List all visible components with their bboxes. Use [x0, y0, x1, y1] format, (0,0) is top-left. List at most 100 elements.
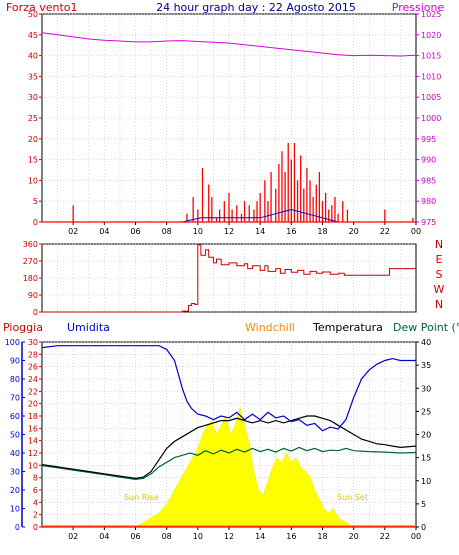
- rain-axis-tick-label: 4: [33, 498, 38, 507]
- wind-axis-tick-label: 50: [28, 10, 38, 19]
- direction-compass-label: N: [435, 298, 443, 311]
- humidity-axis-tick-label: 80: [10, 375, 20, 384]
- panel3-x-tick-label: 20: [349, 532, 359, 541]
- direction-axis-tick-label: 90: [28, 291, 38, 300]
- humidity-axis-tick-label: 60: [10, 412, 20, 421]
- pressure-axis-tick-label: 1020: [421, 31, 441, 40]
- humidity-axis-tick-label: 100: [5, 338, 20, 347]
- panel1-x-tick-label: 02: [68, 227, 78, 236]
- humidity-axis-tick-label: 10: [10, 505, 20, 514]
- panel1-x-tick-label: 16: [286, 227, 296, 236]
- temperature-axis-tick-label: 20: [421, 431, 431, 440]
- direction-axis-tick-label: 270: [23, 257, 38, 266]
- wind-axis-tick-label: 30: [28, 93, 38, 102]
- humidity-axis-tick-label: 0: [15, 523, 20, 532]
- rain-axis-tick-label: 20: [28, 400, 38, 409]
- dewpoint-line: [41, 446, 417, 481]
- pressure-axis-tick-label: 975: [421, 218, 436, 227]
- temperature-axis-tick-label: 15: [421, 454, 431, 463]
- wind-direction-line: [42, 244, 416, 313]
- panel3-x-tick-label: 08: [162, 532, 172, 541]
- panel3-x-tick-label: 04: [99, 532, 109, 541]
- wind-axis-tick-label: 20: [28, 135, 38, 144]
- panel3-x-tick-label: 14: [255, 532, 265, 541]
- wind-axis-tick-label: 35: [28, 72, 38, 81]
- wind-axis-tick-label: 5: [33, 197, 38, 206]
- wind-axis-tick-label: 15: [28, 156, 38, 165]
- solar-area: [134, 406, 355, 528]
- direction-compass-label: S: [436, 268, 443, 281]
- panel1-x-tick-label: 14: [255, 227, 265, 236]
- sunset-label: Sun Set: [337, 493, 368, 502]
- pressure-axis-tick-label: 1015: [421, 52, 441, 61]
- pressure-axis-tick-label: 985: [421, 176, 436, 185]
- pressure-axis-tick-label: 980: [421, 197, 436, 206]
- rain-axis-tick-label: 14: [28, 437, 38, 446]
- humidity-line: [41, 345, 416, 432]
- panel3-x-tick-label: 10: [193, 532, 203, 541]
- panel1-x-tick-label: 10: [193, 227, 203, 236]
- rain-axis-tick-label: 6: [33, 486, 38, 495]
- rain-axis-tick-label: 0: [33, 523, 38, 532]
- rain-axis-tick-label: 2: [33, 511, 38, 520]
- temperature-axis-tick-label: 0: [421, 523, 426, 532]
- pressure-axis-tick-label: 1010: [421, 72, 441, 81]
- temperature-axis-tick-label: 25: [421, 407, 431, 416]
- temperature-line: [41, 415, 417, 480]
- rain-axis-tick-label: 10: [28, 461, 38, 470]
- panel3-x-tick-label: 06: [130, 532, 140, 541]
- panel1-x-tick-label: 18: [317, 227, 327, 236]
- panel3-x-tick-label: 22: [380, 532, 390, 541]
- rain-axis-tick-label: 28: [28, 350, 38, 359]
- panel1-x-tick-label: 20: [349, 227, 359, 236]
- direction-axis-tick-label: 180: [23, 274, 38, 283]
- panel1-x-tick-label: 22: [380, 227, 390, 236]
- rain-axis-tick-label: 18: [28, 412, 38, 421]
- wind-axis-tick-label: 0: [33, 218, 38, 227]
- rain-axis-tick-label: 8: [33, 474, 38, 483]
- humidity-axis-tick-label: 20: [10, 486, 20, 495]
- panel3-x-tick-label: 12: [224, 532, 234, 541]
- humidity-axis-tick-label: 40: [10, 449, 20, 458]
- wind-axis-tick-label: 40: [28, 52, 38, 61]
- humidity-axis-tick-label: 70: [10, 394, 20, 403]
- direction-axis-tick-label: 360: [23, 240, 38, 249]
- panel1-x-tick-label: 08: [162, 227, 172, 236]
- temperature-axis-tick-label: 40: [421, 338, 431, 347]
- temperature-panel: 02 04 06 08 10 12 14 16 18 20 22 000102030405060708…: [5, 338, 431, 541]
- dewpoint-title: Dew Point (°C: [393, 321, 459, 334]
- windchill-title: Windchill: [245, 321, 295, 334]
- rain-axis-tick-label: 26: [28, 363, 38, 372]
- rain-title: Pioggia: [3, 321, 43, 334]
- direction-compass-label: W: [434, 283, 445, 296]
- rain-axis-tick-label: 24: [28, 375, 38, 384]
- direction-axis-tick-label: 0: [33, 308, 38, 317]
- temperature-axis-tick-label: 10: [421, 477, 431, 486]
- pressure-title: Pressione: [392, 1, 445, 14]
- panel3-x-tick-label: 16: [286, 532, 296, 541]
- pressure-axis-tick-label: 990: [421, 156, 436, 165]
- wind-average-line: [42, 208, 416, 223]
- temperature-title: Temperatura: [312, 321, 383, 334]
- humidity-axis-tick-label: 50: [10, 431, 20, 440]
- panel3-x-tick-label: 02: [68, 532, 78, 541]
- humidity-axis-tick-label: 30: [10, 468, 20, 477]
- panel1-x-tick-label: 12: [224, 227, 234, 236]
- pressure-axis-tick-label: 1005: [421, 93, 441, 102]
- rain-axis-tick-label: 12: [28, 449, 38, 458]
- rain-axis-tick-label: 30: [28, 338, 38, 347]
- pressure-line: [41, 32, 417, 57]
- wind-title: Forza vento1: [6, 1, 78, 14]
- temperature-axis-tick-label: 30: [421, 384, 431, 393]
- temperature-axis-tick-label: 35: [421, 361, 431, 370]
- panel3-x-tick-label: 18: [317, 532, 327, 541]
- sunrise-label: Sun Rise: [124, 493, 159, 502]
- pressure-axis-tick-label: 1000: [421, 114, 441, 123]
- wind-axis-tick-label: 25: [28, 114, 38, 123]
- wind-pressure-panel: 02 04 06 08 10 12 14 16 18 20 22 000510152025303540…: [28, 10, 442, 236]
- rain-axis-tick-label: 16: [28, 424, 38, 433]
- rain-axis-tick-label: 22: [28, 387, 38, 396]
- direction-compass-label: N: [435, 238, 443, 251]
